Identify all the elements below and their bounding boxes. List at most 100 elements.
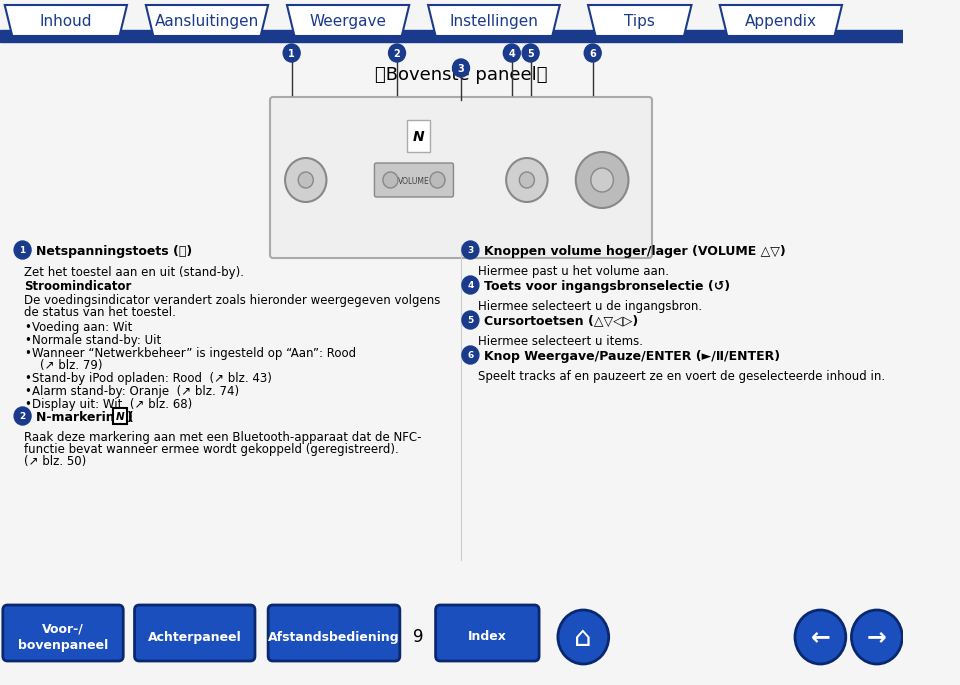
Circle shape [283, 44, 300, 62]
FancyBboxPatch shape [113, 408, 127, 424]
Polygon shape [146, 5, 268, 36]
Circle shape [452, 59, 469, 77]
Circle shape [299, 172, 313, 188]
Text: (↗ blz. 79): (↗ blz. 79) [39, 359, 102, 372]
Circle shape [14, 241, 31, 259]
Text: Aansluitingen: Aansluitingen [155, 14, 259, 29]
Bar [0, 30, 903, 42]
Circle shape [519, 172, 535, 188]
Text: Knop Weergave/Pauze/ENTER (►/Ⅱ/ENTER): Knop Weergave/Pauze/ENTER (►/Ⅱ/ENTER) [484, 349, 780, 362]
Text: Appendix: Appendix [745, 14, 817, 29]
Circle shape [285, 158, 326, 202]
Text: 4: 4 [509, 49, 516, 58]
Text: Afstandsbediening: Afstandsbediening [268, 630, 399, 643]
Text: ←: ← [810, 625, 830, 649]
Text: 6: 6 [589, 49, 596, 58]
Text: functie bevat wanneer ermee wordt gekoppeld (geregistreerd).: functie bevat wanneer ermee wordt gekopp… [24, 443, 399, 456]
Circle shape [430, 172, 445, 188]
Text: →: → [867, 625, 887, 649]
Circle shape [576, 152, 629, 208]
Circle shape [590, 168, 613, 192]
Circle shape [558, 610, 609, 664]
FancyBboxPatch shape [374, 163, 453, 197]
Text: de status van het toestel.: de status van het toestel. [24, 306, 177, 319]
Circle shape [14, 407, 31, 425]
Text: Speelt tracks af en pauzeert ze en voert de geselecteerde inhoud in.: Speelt tracks af en pauzeert ze en voert… [478, 370, 885, 383]
Text: Index: Index [468, 630, 507, 643]
Text: Hiermee past u het volume aan.: Hiermee past u het volume aan. [478, 265, 669, 278]
Text: Knoppen volume hoger/lager (VOLUME △▽): Knoppen volume hoger/lager (VOLUME △▽) [484, 245, 785, 258]
Circle shape [462, 276, 479, 294]
Polygon shape [287, 5, 409, 36]
Text: VOLUME: VOLUME [398, 177, 430, 186]
Text: Instellingen: Instellingen [449, 14, 539, 29]
FancyBboxPatch shape [270, 97, 652, 258]
Text: Cursortoetsen (△▽◁▷): Cursortoetsen (△▽◁▷) [484, 314, 637, 327]
Text: Netspanningstoets (⏻): Netspanningstoets (⏻) [36, 245, 192, 258]
Text: Toets voor ingangsbronselectie (↺): Toets voor ingangsbronselectie (↺) [484, 279, 730, 292]
Text: 2: 2 [394, 49, 400, 58]
FancyBboxPatch shape [3, 605, 123, 661]
Text: •: • [24, 334, 32, 347]
Text: Stroomindicator: Stroomindicator [24, 280, 132, 293]
Text: •: • [24, 347, 32, 360]
Text: De voedingsindicator verandert zoals hieronder weergegeven volgens: De voedingsindicator verandert zoals hie… [24, 294, 441, 307]
Text: •: • [24, 398, 32, 411]
Text: Tips: Tips [624, 14, 655, 29]
Circle shape [852, 610, 902, 664]
Circle shape [503, 44, 520, 62]
Circle shape [462, 311, 479, 329]
Text: 3: 3 [458, 64, 465, 73]
Bar [273, 100, 649, 255]
Circle shape [462, 241, 479, 259]
Polygon shape [720, 5, 842, 36]
Text: 5: 5 [468, 316, 473, 325]
Text: Wanneer “Netwerkbeheer” is ingesteld op “Aan”: Rood: Wanneer “Netwerkbeheer” is ingesteld op … [32, 347, 356, 360]
Text: •: • [24, 321, 32, 334]
Text: 1: 1 [19, 246, 26, 255]
Circle shape [506, 158, 547, 202]
Text: Voor-/
bovenpaneel: Voor-/ bovenpaneel [18, 623, 108, 651]
Text: N: N [115, 412, 124, 421]
Text: •: • [24, 372, 32, 385]
Polygon shape [588, 5, 691, 36]
Text: Stand-by iPod opladen: Rood  (↗ blz. 43): Stand-by iPod opladen: Rood (↗ blz. 43) [32, 372, 272, 385]
Text: 》Bovenste paneel「: 》Bovenste paneel「 [374, 66, 547, 84]
Text: 5: 5 [527, 49, 534, 58]
Text: Hiermee selecteert u de ingangsbron.: Hiermee selecteert u de ingangsbron. [478, 300, 702, 313]
Text: Alarm stand-by: Oranje  (↗ blz. 74): Alarm stand-by: Oranje (↗ blz. 74) [32, 385, 239, 398]
Polygon shape [428, 5, 560, 36]
FancyBboxPatch shape [134, 605, 255, 661]
Text: •: • [24, 385, 32, 398]
FancyBboxPatch shape [436, 605, 540, 661]
Text: Hiermee selecteert u items.: Hiermee selecteert u items. [478, 335, 643, 348]
Text: (↗ blz. 50): (↗ blz. 50) [24, 455, 86, 468]
Text: Raak deze markering aan met een Bluetooth-apparaat dat de NFC-: Raak deze markering aan met een Bluetoot… [24, 431, 422, 444]
Text: Zet het toestel aan en uit (stand-by).: Zet het toestel aan en uit (stand-by). [24, 266, 245, 279]
Text: Voeding aan: Wit: Voeding aan: Wit [32, 321, 132, 334]
Text: 9: 9 [414, 628, 424, 646]
Circle shape [462, 346, 479, 364]
Text: Display uit: Wit  (↗ blz. 68): Display uit: Wit (↗ blz. 68) [32, 398, 192, 411]
Text: 6: 6 [468, 351, 473, 360]
FancyBboxPatch shape [268, 605, 400, 661]
Text: ⌂: ⌂ [574, 624, 592, 652]
Circle shape [389, 44, 405, 62]
Circle shape [383, 172, 398, 188]
Text: N: N [413, 130, 424, 144]
Circle shape [522, 44, 540, 62]
Text: 2: 2 [19, 412, 26, 421]
Polygon shape [5, 5, 127, 36]
Text: 1: 1 [288, 49, 295, 58]
Bar [407, 120, 430, 152]
Text: Weergave: Weergave [309, 14, 387, 29]
Text: ): ) [127, 410, 132, 423]
Text: N-markering (: N-markering ( [36, 410, 133, 423]
Circle shape [795, 610, 846, 664]
Text: Inhoud: Inhoud [39, 14, 92, 29]
Text: 3: 3 [468, 246, 473, 255]
Text: Achterpaneel: Achterpaneel [148, 630, 242, 643]
Circle shape [585, 44, 601, 62]
Text: Normale stand-by: Uit: Normale stand-by: Uit [32, 334, 161, 347]
Text: 4: 4 [468, 281, 473, 290]
